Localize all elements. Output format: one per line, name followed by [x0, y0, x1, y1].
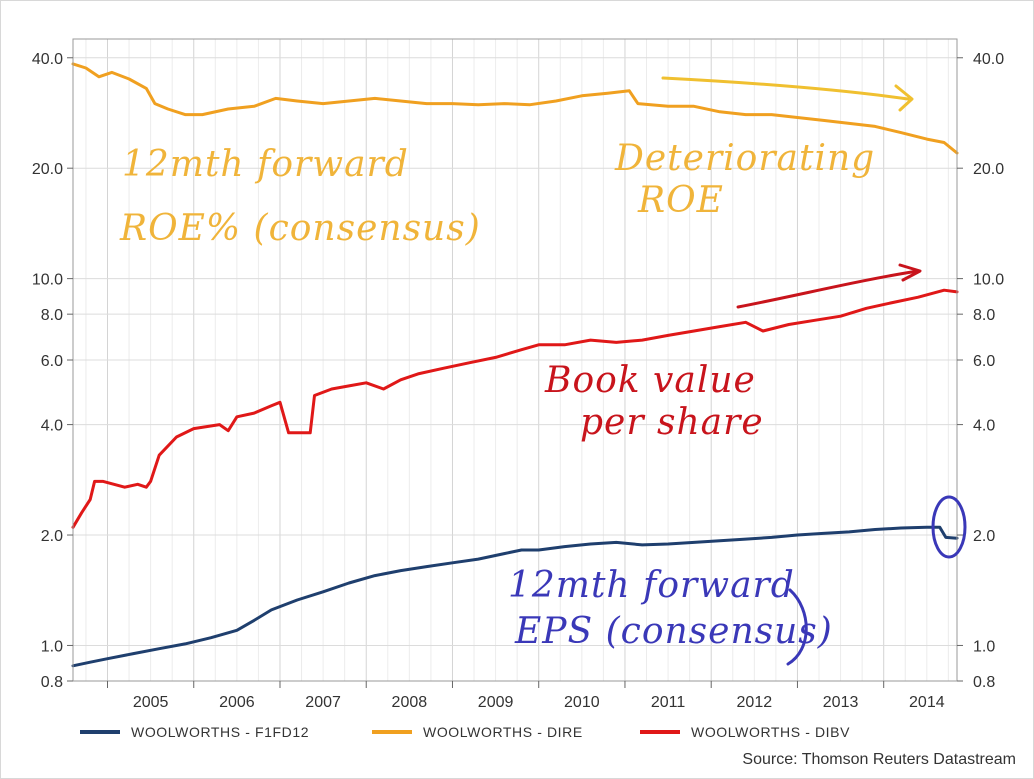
- annotation-roe-line2: ROE% (consensus): [119, 208, 481, 249]
- y-tick-label-left: 6.0: [41, 353, 63, 370]
- annotation-eps-line1: 12mth forward: [508, 565, 795, 606]
- legend-label: WOOLWORTHS - DIRE: [423, 724, 583, 740]
- y-tick-label-left: 40.0: [32, 51, 63, 68]
- annotation-eps-line2: EPS (consensus): [514, 611, 833, 652]
- annotation-bv-arrow: [736, 263, 922, 309]
- y-tick-label-left: 0.8: [41, 674, 63, 691]
- legend-label: WOOLWORTHS - F1FD12: [131, 724, 309, 740]
- x-tick-label: 2005: [133, 694, 169, 711]
- y-tick-label-right: 2.0: [973, 528, 995, 545]
- x-tick-label: 2010: [564, 694, 600, 711]
- series-lines: [71, 62, 959, 668]
- bracket: [786, 588, 808, 666]
- y-tick-label-right: 10.0: [973, 272, 1004, 289]
- annotation-roe-line1: 12mth forward: [122, 144, 409, 185]
- y-tick-label-right: 4.0: [973, 418, 995, 435]
- y-tick-label-left: 20.0: [32, 161, 63, 178]
- source-note: Source: Thomson Reuters Datastream: [742, 751, 1016, 768]
- arrow-shaft: [661, 76, 910, 101]
- series-line-woolworths-dire: [71, 62, 959, 155]
- grid: [73, 39, 957, 682]
- x-tick-label: 2012: [737, 694, 773, 711]
- annotation-eps-circle: [931, 495, 967, 559]
- y-tick-label-left: 2.0: [41, 528, 63, 545]
- x-tick-label: 2014: [909, 694, 945, 711]
- y-tick-label-left: 1.0: [41, 638, 63, 655]
- x-tick-label: 2009: [478, 694, 514, 711]
- annotation-roe-label: 12mth forward ROE% (consensus): [119, 144, 481, 249]
- y-tick-label-right: 1.0: [973, 638, 995, 655]
- series-line-woolworths-dibv: [71, 288, 959, 529]
- y-tick-label-right: 8.0: [973, 307, 995, 324]
- annotation-roe-arrow: [661, 76, 914, 112]
- x-tick-label: 2008: [392, 694, 428, 711]
- annotation-roe-trend-line1: Deteriorating: [614, 138, 875, 179]
- x-tick-label: 2013: [823, 694, 859, 711]
- y-tick-label-right: 40.0: [973, 51, 1004, 68]
- series-line-woolworths-f1fd12: [71, 525, 959, 668]
- y-tick-label-left: 4.0: [41, 418, 63, 435]
- y-tick-label-right: 20.0: [973, 161, 1004, 178]
- legend: WOOLWORTHS - F1FD12 WOOLWORTHS - DIRE WOOL…: [80, 724, 850, 740]
- arrow-shaft: [736, 269, 920, 309]
- x-tick-label: 2011: [651, 694, 686, 711]
- y-tick-label-right: 0.8: [973, 674, 995, 691]
- annotation-roe-trend-line2: ROE: [637, 180, 724, 221]
- y-tick-label-right: 6.0: [973, 353, 995, 370]
- annotation-bv-label: Book value per share: [544, 360, 764, 443]
- y-tick-label-left: 8.0: [41, 307, 63, 324]
- legend-label: WOOLWORTHS - DIBV: [691, 724, 850, 740]
- x-tick-label: 2006: [219, 694, 255, 711]
- x-axis: 2005 2006 2007 2008 2009 2010 2011 2012 2013 2014: [106, 681, 945, 711]
- x-tick-label: 2007: [305, 694, 341, 711]
- annotation-eps-bracket: [786, 588, 808, 666]
- annotation-roe-trend: Deteriorating ROE: [614, 138, 875, 221]
- y-axis-left: 40.0 20.0 10.0 8.0 6.0 4.0 2.0 1.0 0.8: [32, 51, 73, 691]
- annotation-bv-line1: Book value: [544, 360, 756, 401]
- y-axis-right: 40.0 20.0 10.0 8.0 6.0 4.0 2.0 1.0 0.8: [957, 51, 1004, 691]
- annotation-bv-line2: per share: [580, 402, 764, 443]
- annotation-eps-label: 12mth forward EPS (consensus): [508, 565, 833, 652]
- arrow-head: [894, 84, 914, 112]
- arrow-head: [898, 263, 922, 282]
- y-tick-label-left: 10.0: [32, 272, 63, 289]
